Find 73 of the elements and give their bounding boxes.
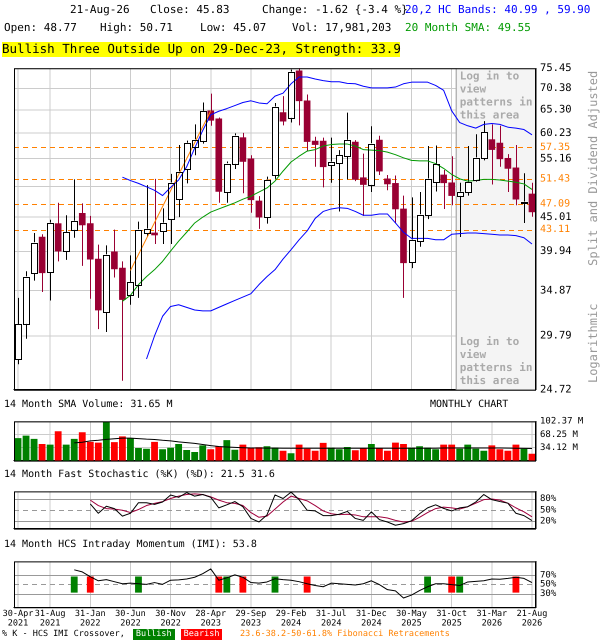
bar (280, 450, 286, 461)
y-tick-label: 80% (540, 494, 557, 504)
chart-title: 14 Month HCS Intraday Momentum (IMI): 53.8 (4, 538, 257, 552)
text: Change: -1.62 {-3.4 %} (262, 3, 408, 17)
bar (38, 444, 46, 461)
bar (368, 444, 375, 461)
chart-title: Bullish Three Outside Up on 29-Dec-23, Strength: 33.9 (2, 41, 401, 57)
candlestick (528, 182, 536, 218)
text: 20 Month SMA: 49.55 (405, 21, 531, 35)
x-tick-label: 29-Feb 2024 (276, 609, 306, 629)
y-tick-label: 70% (540, 570, 557, 581)
text: Logarithmic (586, 304, 600, 384)
y-tick-label: 45.01 (540, 210, 572, 223)
text: Bearish (180, 629, 222, 640)
x-tick-label: 30-Nov 2022 (155, 609, 186, 629)
text: High: 50.71 (100, 21, 173, 35)
x-tick-label: 31-Jul 2024 (316, 609, 347, 629)
y-tick-label: 24.72 (540, 383, 572, 396)
chart-title: 14 Month Fast Stochastic (%K) (%D): 21.5 31.6 (4, 468, 275, 482)
candlestick (256, 196, 262, 230)
x-tick-label: 29-Sep 2023 (236, 609, 266, 629)
bar (528, 454, 536, 461)
ref-line-label: 47.09 (540, 198, 570, 210)
chart-title: 14 Month SMA Volume: 31.65 M (4, 398, 173, 412)
text: Vol: 17,981,203 (292, 21, 392, 35)
y-tick-label: 102.37 M (540, 416, 584, 427)
x-tick-label: 28-Apr 2023 (195, 609, 226, 629)
x-tick-label: 30-Jun 2022 (115, 609, 146, 629)
y-tick-label: 50% (540, 580, 557, 590)
x-tick-label: 30-Apr 2021 (2, 609, 34, 629)
x-tick-label: 31-Dec 2024 (356, 609, 387, 629)
x-tick-label: 31-Jan 2022 (74, 609, 106, 629)
y-tick-label: 39.94 (540, 245, 572, 258)
text: Close: 45.83 (150, 3, 230, 17)
text: 20,2 HC Bands: 40.99 , 59.90 (405, 3, 590, 17)
y-tick-label: 30% (540, 588, 557, 599)
y-tick-label: 68.25 M (540, 430, 579, 440)
text: 21-Aug-26 (70, 3, 130, 17)
annotation: Log in to view patterns in this area (460, 335, 533, 388)
x-tick-label: 30-May 2025 (396, 609, 427, 629)
band-label: Log in to view patterns in this area (460, 70, 533, 122)
y-tick-label: 65.30 (540, 104, 572, 116)
x-tick-label: 21-Aug 2026 (516, 609, 548, 629)
x-tick-label: 31-Oct 2025 (436, 609, 468, 629)
y-tick-label: 70.38 (540, 82, 572, 94)
ref-line-label: 43.11 (540, 224, 570, 236)
text: Open: 48.77 (4, 21, 77, 35)
y-tick-label: 55.16 (540, 152, 572, 164)
legend-title: % K - HCS IMI Crossover, (2, 629, 125, 640)
x-tick-label: 31-Aug 2021 (34, 609, 66, 629)
bar (520, 448, 528, 461)
candlestick (151, 178, 158, 244)
ref-line-label: 57.35 (540, 142, 570, 153)
y-tick-label: 29.79 (540, 330, 572, 342)
y-tick-label: 34.12 M (540, 442, 579, 453)
bar (46, 444, 54, 461)
bar (288, 453, 294, 461)
ref-line-label: 51.43 (540, 173, 570, 184)
bar (102, 422, 110, 461)
y-tick-label: 20% (540, 516, 557, 527)
y-tick-label: 60.23 (540, 126, 572, 139)
bar (54, 431, 62, 461)
text: 23.6-38.2-50-61.8% Fibonacci Retracements (240, 629, 450, 640)
bar (151, 442, 158, 461)
text: MONTHLY CHART (430, 398, 508, 412)
y-tick-label: 50% (540, 505, 557, 516)
y-tick-label: 75.45 (540, 62, 572, 74)
y-tick-label: 34.87 (540, 284, 572, 296)
y-axis-title: Split and Dividend Adjusted (586, 70, 600, 266)
candlestick (280, 96, 286, 126)
x-tick-label: 31-Mar 2026 (476, 609, 508, 629)
text: Low: 45.07 (200, 21, 266, 35)
text: Bullish (132, 629, 175, 640)
